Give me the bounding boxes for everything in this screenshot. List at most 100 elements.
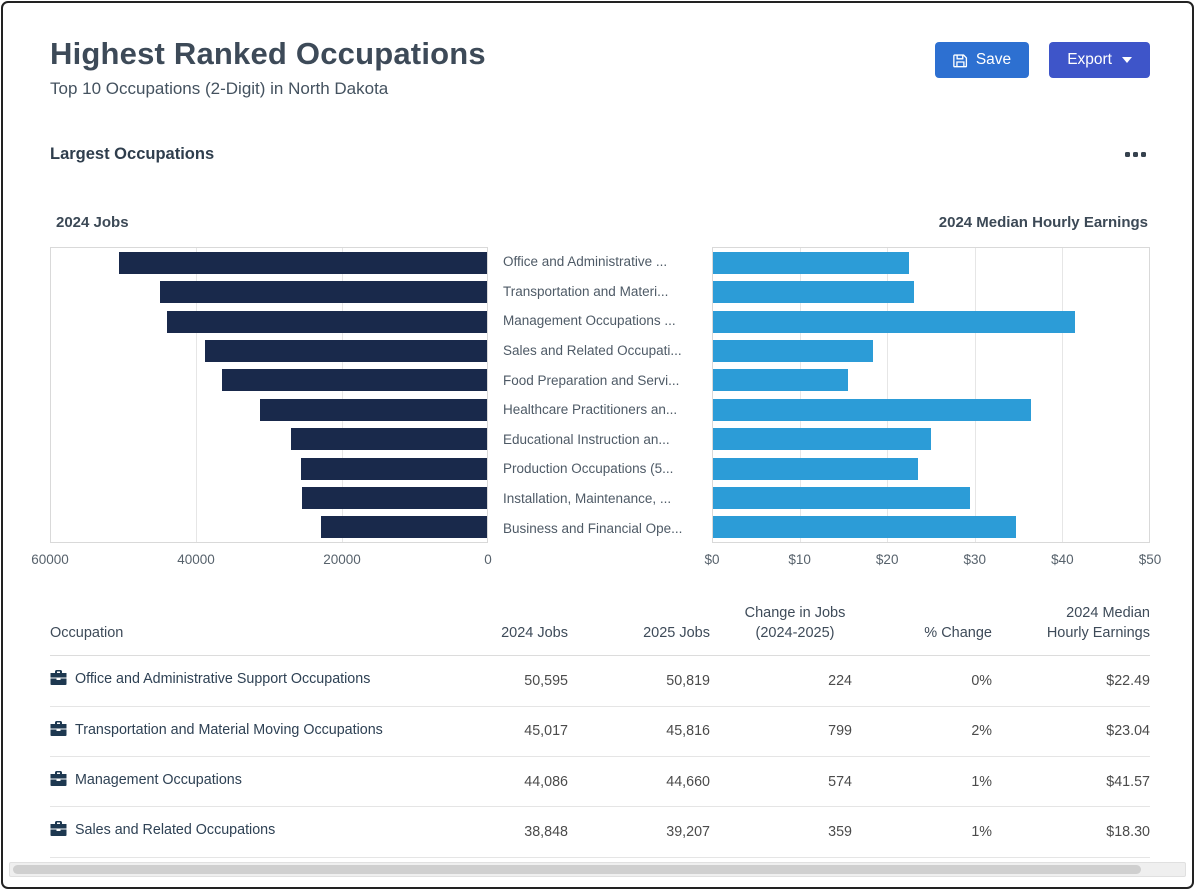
- occupation-cell: Sales and Related Occupations: [50, 806, 438, 858]
- earnings-plot: [712, 247, 1150, 543]
- bar-row: [713, 366, 1149, 395]
- earnings-bar[interactable]: [713, 339, 873, 362]
- col-2025-jobs: 2025 Jobs: [568, 604, 710, 657]
- jobs-bar[interactable]: [204, 339, 487, 362]
- jobs-bar[interactable]: [221, 369, 487, 392]
- jobs-bar[interactable]: [300, 457, 487, 480]
- occupation-link[interactable]: Management Occupations: [75, 772, 242, 788]
- jobs-bar[interactable]: [320, 516, 487, 539]
- cell-2024-jobs: 38,848: [438, 806, 568, 858]
- cell-2025-jobs: 39,207: [568, 806, 710, 858]
- jobs-bar[interactable]: [290, 428, 487, 451]
- earnings-bar[interactable]: [713, 457, 918, 480]
- earnings-bar[interactable]: [713, 251, 910, 274]
- axis-tick: 60000: [31, 552, 69, 567]
- jobs-bar[interactable]: [302, 486, 487, 509]
- earnings-bar[interactable]: [713, 486, 971, 509]
- card-header: Largest Occupations: [0, 145, 1195, 164]
- gridline: [196, 248, 198, 542]
- occupation-cell: Management Occupations: [50, 756, 438, 808]
- occupations-table-wrap: Occupation 2024 Jobs 2025 Jobs Change in…: [0, 604, 1195, 858]
- left-chart-title: 2024 Jobs: [56, 214, 129, 231]
- earnings-bar[interactable]: [713, 428, 931, 451]
- jobs-bar[interactable]: [260, 398, 487, 421]
- chart-category-labels: Office and Administrative ... Transportat…: [488, 247, 712, 543]
- earnings-bar[interactable]: [713, 516, 1017, 539]
- gridline: [1061, 248, 1063, 542]
- category-label: Office and Administrative ...: [503, 247, 702, 277]
- right-chart-title: 2024 Median Hourly Earnings: [938, 214, 1148, 231]
- cell-2025-jobs: 45,816: [568, 706, 710, 758]
- cell-change-in-jobs: 799: [710, 706, 852, 758]
- category-label-text: Installation, Maintenance, ...: [503, 491, 672, 507]
- bar-row: [51, 424, 487, 453]
- cell-median-earnings: $41.57: [992, 756, 1150, 808]
- jobs-bar-rows: [51, 248, 487, 542]
- earnings-bar[interactable]: [713, 369, 849, 392]
- save-button[interactable]: Save: [934, 42, 1030, 78]
- cell-2024-jobs: 50,595: [438, 655, 568, 707]
- bar-row: [51, 454, 487, 483]
- jobs-bar[interactable]: [159, 281, 487, 304]
- horizontal-scrollbar[interactable]: [9, 862, 1186, 877]
- export-button[interactable]: Export: [1049, 42, 1150, 78]
- cell-2024-jobs: 44,086: [438, 756, 568, 808]
- briefcase-icon: [50, 720, 67, 743]
- bar-row: [51, 366, 487, 395]
- occupation-link[interactable]: Sales and Related Occupations: [75, 822, 276, 839]
- gridline: [800, 248, 802, 542]
- cell-2025-jobs: 44,660: [568, 756, 710, 808]
- header-actions: Save Export: [934, 42, 1150, 78]
- axis-tick: $40: [1051, 552, 1074, 567]
- bar-row: [51, 483, 487, 512]
- occupation-link[interactable]: Transportation and Material Moving Occup…: [75, 721, 383, 738]
- card-options-menu-icon[interactable]: [1121, 148, 1150, 161]
- scrollbar-thumb[interactable]: [13, 865, 1141, 874]
- category-label-text: Healthcare Practitioners an...: [503, 402, 678, 418]
- bar-row: [713, 395, 1149, 424]
- page-header: Highest Ranked Occupations Top 10 Occupa…: [0, 0, 1195, 99]
- export-button-label: Export: [1067, 51, 1112, 68]
- category-label-text: Production Occupations (5...: [503, 461, 674, 477]
- caret-down-icon: [1122, 57, 1132, 63]
- category-label: Transportation and Materi...: [503, 277, 702, 307]
- jobs-axis: 60000 40000 20000 0: [31, 552, 492, 572]
- occupation-cell: Transportation and Material Moving Occup…: [50, 706, 438, 758]
- category-label-text: Transportation and Materi...: [503, 283, 669, 299]
- bar-row: [51, 395, 487, 424]
- bar-row: [713, 454, 1149, 483]
- section-title: Largest Occupations: [50, 145, 215, 163]
- bar-row: [51, 248, 487, 277]
- jobs-bar[interactable]: [119, 251, 487, 274]
- briefcase-icon: [50, 771, 67, 793]
- bar-row: [713, 248, 1149, 277]
- earnings-bar-rows: [713, 248, 1149, 542]
- col-change-in-jobs: Change in Jobs (2024-2025): [710, 604, 852, 657]
- bar-row: [713, 483, 1149, 512]
- cell-change-in-jobs: 224: [710, 655, 852, 707]
- earnings-bar[interactable]: [713, 398, 1032, 421]
- bar-row: [713, 277, 1149, 306]
- occupation-link[interactable]: Office and Administrative Support Occupa…: [75, 671, 371, 688]
- earnings-bar[interactable]: [713, 281, 914, 304]
- category-label: Healthcare Practitioners an...: [503, 395, 702, 425]
- bar-row: [51, 277, 487, 306]
- dual-bar-chart: 2024 Jobs 2024 Median Hourly Earnings Of…: [0, 214, 1195, 572]
- category-label-text: Sales and Related Occupati...: [503, 343, 682, 359]
- table-row: Management Occupations 44,086 44,660 574 1% $…: [50, 756, 1150, 808]
- category-label: Business and Financial Ope...: [503, 513, 702, 543]
- axis-tick: $50: [1138, 552, 1162, 567]
- jobs-bar[interactable]: [166, 310, 487, 333]
- bar-row: [713, 513, 1149, 542]
- jobs-plot: [50, 247, 488, 543]
- axis-tick: $20: [875, 552, 899, 567]
- table-row: Transportation and Material Moving Occup…: [50, 706, 1150, 758]
- save-button-label: Save: [975, 51, 1012, 68]
- table-row: Office and Administrative Support Occupa…: [50, 655, 1150, 707]
- category-label-text: Management Occupations ...: [503, 313, 676, 329]
- chart-plots: Office and Administrative ... Transportat…: [50, 247, 1150, 543]
- table-header-row: Occupation 2024 Jobs 2025 Jobs Change in…: [50, 604, 1150, 657]
- earnings-bar[interactable]: [713, 310, 1076, 333]
- axis-tick: 20000: [323, 552, 361, 567]
- category-label: Installation, Maintenance, ...: [503, 484, 702, 514]
